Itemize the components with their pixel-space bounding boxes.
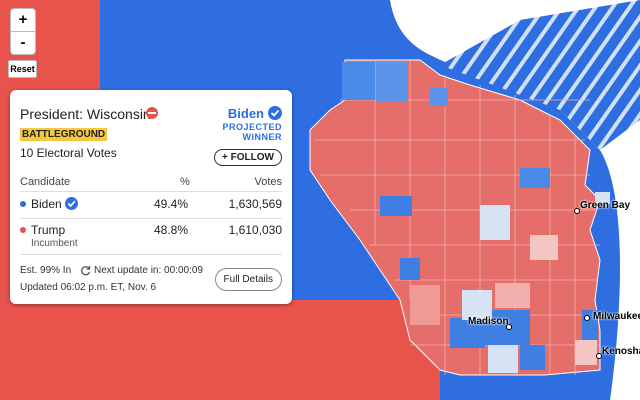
city-label: Milwaukee <box>593 311 640 322</box>
updated-time: Updated 06:02 p.m. ET, Nov. 6 <box>20 282 157 293</box>
party-icon <box>146 107 158 119</box>
column-header: Votes <box>254 176 282 188</box>
refresh-icon <box>81 266 91 276</box>
check-icon <box>65 197 78 210</box>
estimate: Est. 99% In <box>20 265 72 276</box>
dot-red <box>20 227 26 233</box>
divider <box>20 191 282 192</box>
candidate-votes: 1,610,030 <box>228 223 282 237</box>
winner-status: WINNER <box>242 132 282 142</box>
winner-name: Biden <box>227 106 264 121</box>
divider <box>20 254 282 255</box>
striped-region <box>440 0 640 150</box>
candidate-name: Biden <box>31 197 62 211</box>
candidate-name: Trump <box>31 223 66 237</box>
dot-blue <box>20 201 26 207</box>
winner-status: PROJECTED <box>222 122 282 132</box>
reset-button[interactable]: Reset <box>8 60 37 78</box>
candidate-note: Incumbent <box>31 238 78 249</box>
next-update: Next update in: 00:00:09 <box>94 265 203 276</box>
panel-title: President: Wisconsin <box>20 106 151 122</box>
city-label: Green Bay <box>580 200 631 211</box>
column-header: % <box>180 176 190 188</box>
column-header: Candidate <box>20 176 71 188</box>
electoral-votes: 10 Electoral Votes <box>20 146 117 160</box>
city-label: Kenosha <box>602 346 640 357</box>
results-panel: President: Wisconsin BATTLEGROUND 10 Ele… <box>10 90 292 304</box>
details-button[interactable]: Full Details <box>214 268 282 291</box>
follow-button[interactable]: + FOLLOW <box>214 149 282 166</box>
zoom-in[interactable]: + <box>10 8 36 32</box>
battleground-badge: BATTLEGROUND <box>20 128 108 141</box>
candidate-pct: 48.8% <box>154 223 189 237</box>
candidate-pct: 49.4% <box>154 197 189 211</box>
candidate-votes: 1,630,569 <box>228 197 282 211</box>
light-counties <box>410 192 610 373</box>
city-dots <box>506 208 602 359</box>
check-icon <box>268 106 282 120</box>
zoom-out[interactable]: - <box>10 31 36 55</box>
city-label: Madison <box>468 316 509 327</box>
divider <box>20 218 282 219</box>
